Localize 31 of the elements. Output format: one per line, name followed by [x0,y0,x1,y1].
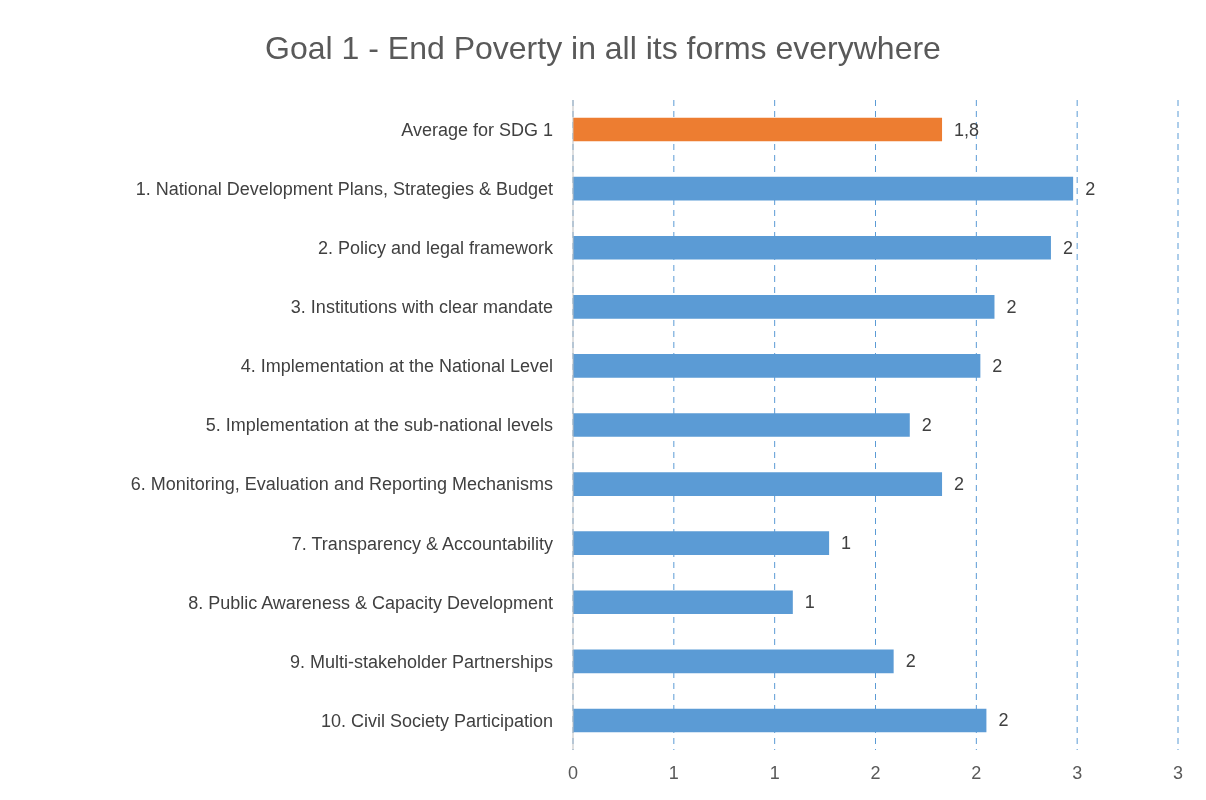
y-tick-label: 9. Multi-stakeholder Partnerships [289,651,553,672]
x-tick-label: 1 [668,762,679,783]
data-label: 2 [992,355,1003,376]
data-label: 2 [998,710,1009,731]
x-tick-label: 3 [1072,762,1083,783]
y-tick-label: 3. Institutions with clear mandate [290,297,553,318]
y-tick-label: 5. Implementation at the sub-national levels [205,415,553,436]
y-tick-label: Average for SDG 1 [401,119,553,140]
data-label: 2 [1062,237,1073,258]
data-label: 2 [954,474,965,495]
data-label: 2 [1006,296,1017,317]
chart-title: Goal 1 - End Poverty in all its forms everywhere [264,29,942,68]
y-tick-label: 1. National Development Plans, Strategies & Budget [135,179,553,200]
y-tick-label: 7. Transparency & Accountability [291,533,553,554]
y-tick-label: 4. Implementation at the National Level [240,356,553,377]
x-tick-label: 1 [769,762,780,783]
x-tick-label: 3 [1172,762,1184,783]
data-label: 2 [921,415,932,435]
data-label: 2 [1085,178,1096,199]
data-label: 2 [905,651,916,672]
data-label: 1 [841,533,852,554]
x-tick-label: 0 [567,762,579,783]
bar [573,117,943,142]
x-tick-label: 2 [870,762,881,783]
y-tick-label: 8. Public Awareness & Capacity Development [188,592,553,613]
y-tick-label: 2. Policy and legal framework [317,238,554,259]
y-tick-label: 6. Monitoring, Evaluation and Reporting Mechanisms [130,474,553,495]
data-label: 1 [804,592,815,613]
x-tick-label: 2 [971,762,982,783]
y-tick-label: 10. Civil Society Participation [320,710,553,731]
data-label: 1,8 [954,119,980,140]
